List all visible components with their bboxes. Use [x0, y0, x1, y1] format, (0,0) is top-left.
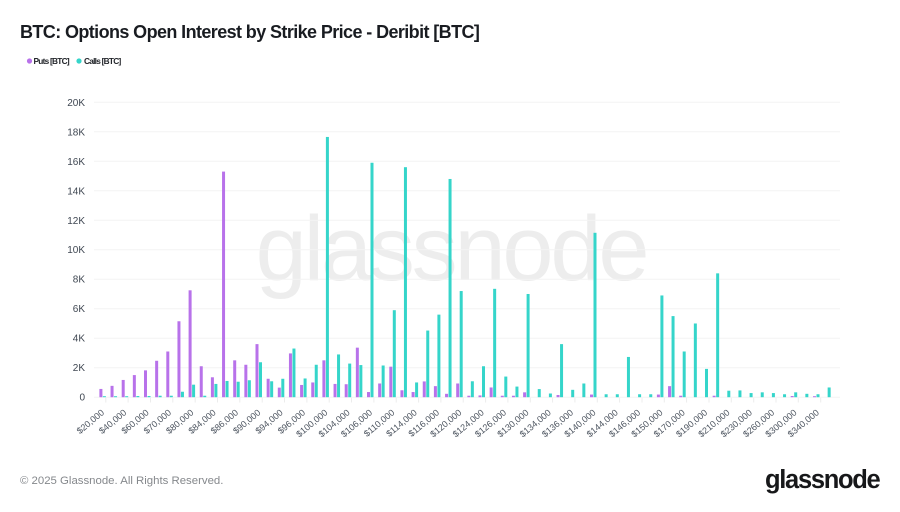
svg-text:© 2025 Glassnode. All Rights R: © 2025 Glassnode. All Rights Reserved. — [20, 475, 223, 487]
svg-text:Puts [BTC]: Puts [BTC] — [34, 56, 70, 66]
svg-text:12K: 12K — [67, 216, 85, 227]
svg-text:BTC: Options Open Interest by: BTC: Options Open Interest by Strike Pri… — [20, 22, 479, 42]
svg-text:2K: 2K — [73, 363, 86, 374]
svg-text:14K: 14K — [67, 186, 85, 197]
svg-text:20K: 20K — [67, 98, 85, 109]
svg-text:18K: 18K — [67, 127, 85, 138]
svg-text:16K: 16K — [67, 157, 85, 168]
svg-text:Calls [BTC]: Calls [BTC] — [84, 56, 121, 66]
svg-text:0: 0 — [79, 393, 85, 404]
svg-text:4K: 4K — [73, 334, 86, 345]
svg-text:10K: 10K — [67, 245, 85, 256]
svg-text:glassnode: glassnode — [256, 198, 647, 300]
svg-text:6K: 6K — [73, 304, 86, 315]
svg-text:8K: 8K — [73, 275, 86, 286]
svg-text:glassnode: glassnode — [765, 466, 881, 494]
